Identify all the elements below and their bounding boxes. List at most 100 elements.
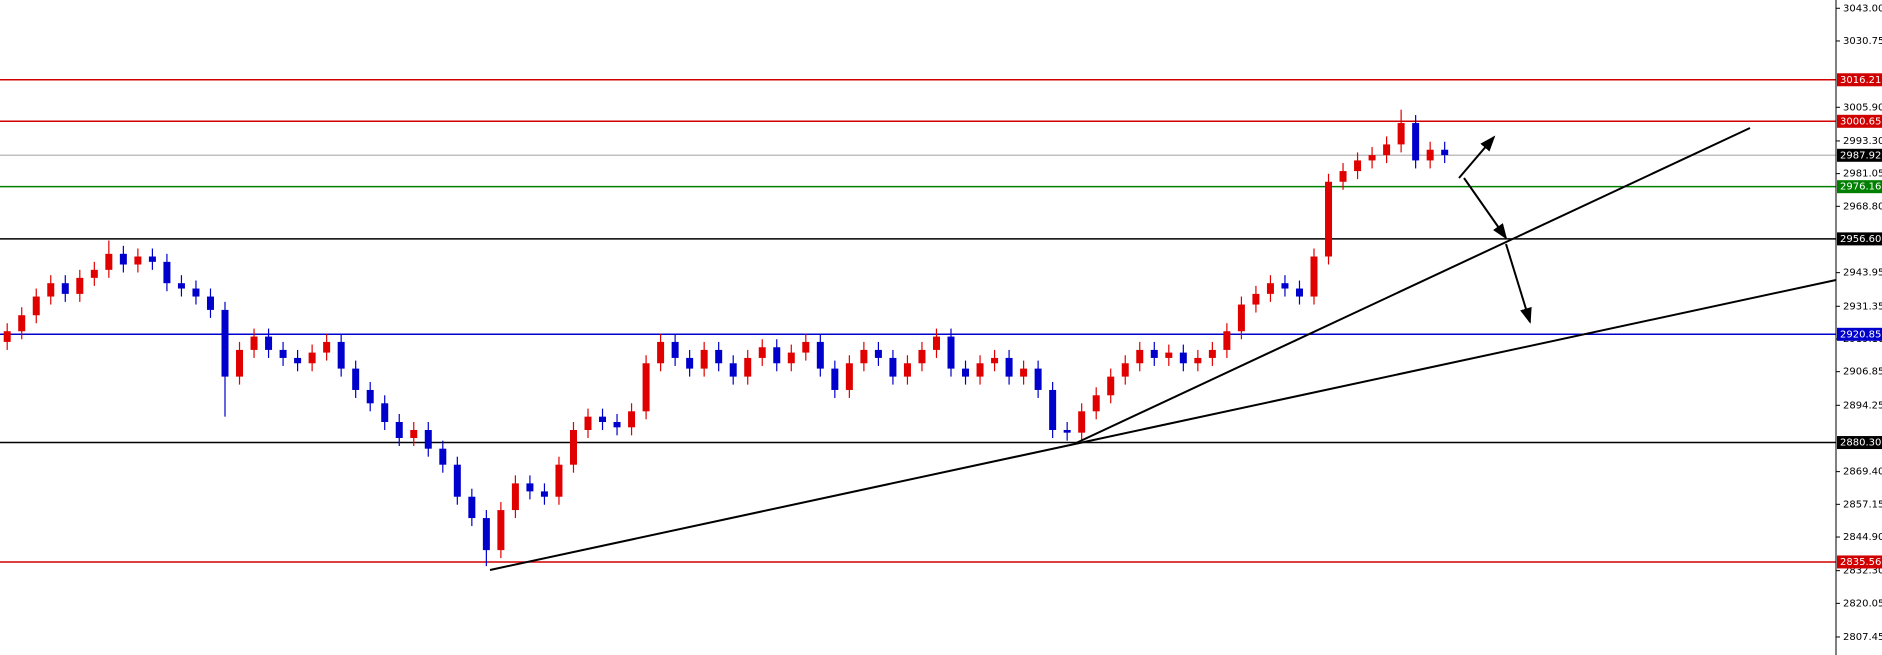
candle-body xyxy=(569,429,577,465)
candle-body xyxy=(831,368,839,390)
candle-body xyxy=(715,349,723,364)
level-label-box xyxy=(1837,73,1882,87)
y-tick-label: 3005.90 xyxy=(1843,102,1882,113)
candle-body xyxy=(526,483,534,492)
y-tick-label: 2981.05 xyxy=(1843,169,1882,180)
candle-body xyxy=(932,336,940,350)
candle-body xyxy=(976,363,984,377)
candle-body xyxy=(1266,283,1274,294)
candle-body xyxy=(845,363,853,390)
candle-body xyxy=(221,309,229,377)
candle-body xyxy=(816,341,824,369)
level-label-box xyxy=(1837,114,1882,128)
candle-body xyxy=(918,349,926,364)
y-tick-label: 2832.30 xyxy=(1843,566,1882,577)
candle-body xyxy=(1179,352,1187,364)
candle-body xyxy=(628,411,636,428)
candle-body xyxy=(991,357,999,364)
candle-body xyxy=(90,269,98,278)
candle-body xyxy=(105,253,113,270)
level-label: 2956.60 xyxy=(1840,234,1881,245)
candle-body xyxy=(1339,171,1347,182)
candle-body xyxy=(32,296,40,316)
candle-body xyxy=(1078,411,1086,433)
candle-body xyxy=(1208,349,1216,358)
candle-body xyxy=(729,363,737,377)
trend-line xyxy=(1073,127,1751,445)
candle-body xyxy=(584,416,592,430)
level-label-box xyxy=(1837,148,1882,162)
candle-body xyxy=(874,349,882,358)
candle-body xyxy=(657,341,665,364)
candle-body xyxy=(192,288,200,297)
level-label: 3016.21 xyxy=(1840,75,1881,86)
candle-body xyxy=(889,357,897,377)
candle-body xyxy=(613,421,621,428)
candle-body xyxy=(1295,288,1303,297)
candle-body xyxy=(482,518,490,551)
candle-body xyxy=(381,403,389,422)
candle-body xyxy=(1412,123,1420,161)
candle-body xyxy=(599,416,607,422)
candle-body xyxy=(1150,349,1158,358)
candle-body xyxy=(962,368,970,377)
y-tick-label: 3030.75 xyxy=(1843,36,1882,47)
y-tick-label: 3043.00 xyxy=(1843,3,1882,14)
trend-line xyxy=(489,279,1837,571)
y-tick-label: 2820.05 xyxy=(1843,598,1882,609)
candle-body xyxy=(1223,331,1231,350)
candle-body xyxy=(279,349,287,358)
y-tick-label: 2807.45 xyxy=(1843,632,1882,643)
candle-body xyxy=(1354,160,1362,172)
candle-body xyxy=(947,336,955,369)
y-tick-label: 2894.25 xyxy=(1843,400,1882,411)
y-tick-label: 2906.85 xyxy=(1843,367,1882,378)
level-label-box xyxy=(1837,436,1882,450)
candle-body xyxy=(1107,376,1115,396)
candle-body xyxy=(1441,149,1449,156)
candle-body xyxy=(206,296,214,310)
y-tick-label: 2968.80 xyxy=(1843,201,1882,212)
candle-body xyxy=(236,349,244,377)
candle-body xyxy=(1020,368,1028,377)
candle-body xyxy=(555,464,563,497)
candle-body xyxy=(700,349,708,369)
candle-body xyxy=(265,336,273,350)
candle-body xyxy=(424,429,432,449)
candle-body xyxy=(410,429,418,439)
level-lines xyxy=(0,79,1836,563)
candle-body xyxy=(308,352,316,364)
arrow xyxy=(1458,135,1496,179)
candle-body xyxy=(1325,181,1333,257)
candle-body xyxy=(177,283,185,289)
arrow xyxy=(1463,177,1508,240)
candle-body xyxy=(1383,144,1391,156)
candle-body xyxy=(511,483,519,511)
candle-body xyxy=(686,357,694,369)
y-tick-label: 2857.15 xyxy=(1843,499,1882,510)
candle-body xyxy=(47,283,55,297)
candle-body xyxy=(903,363,911,377)
drawings xyxy=(489,127,1837,571)
candle-body xyxy=(1252,293,1260,305)
candle-body xyxy=(497,510,505,551)
y-tick-label: 2943.95 xyxy=(1843,268,1882,279)
level-label-box xyxy=(1837,180,1882,194)
candle-body xyxy=(787,352,795,364)
level-label: 2987.92 xyxy=(1840,150,1881,161)
candle-body xyxy=(744,357,752,377)
level-label-box xyxy=(1837,555,1882,569)
candle-body xyxy=(61,283,69,294)
y-tick-label: 2869.40 xyxy=(1843,467,1882,478)
candle-body xyxy=(1092,395,1100,412)
y-tick-label: 2993.30 xyxy=(1843,136,1882,147)
arrow xyxy=(1505,243,1532,324)
level-label: 2920.85 xyxy=(1840,329,1881,340)
candle-body xyxy=(1237,304,1245,332)
candles xyxy=(3,109,1449,567)
level-label: 2835.56 xyxy=(1840,557,1881,568)
candle-body xyxy=(76,277,84,294)
candle-body xyxy=(395,421,403,439)
